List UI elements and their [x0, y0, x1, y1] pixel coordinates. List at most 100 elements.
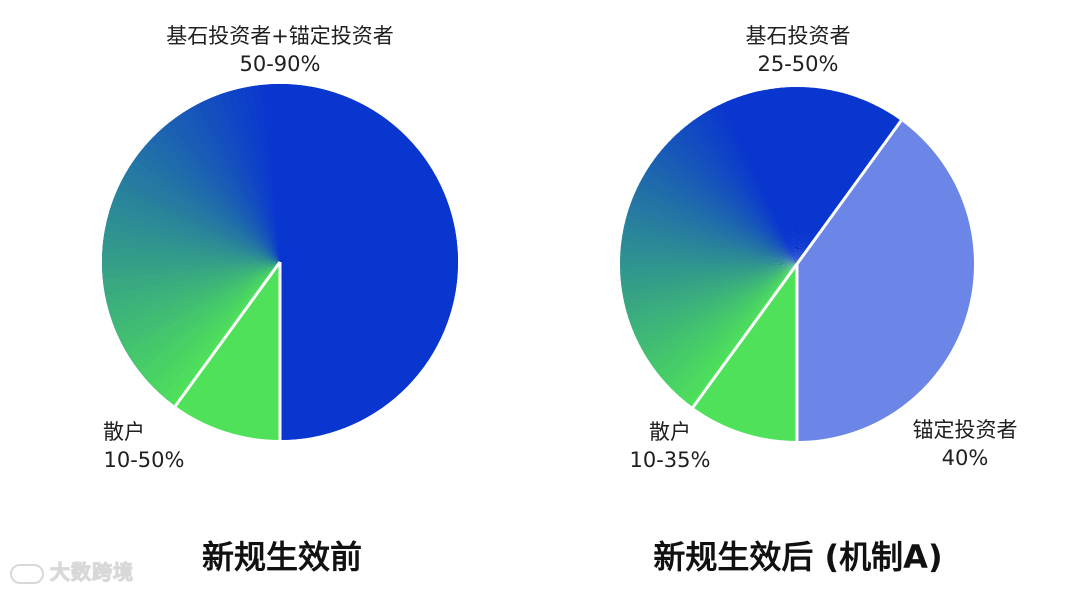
pie-slice-segment: [280, 136, 413, 262]
pie-slice-anchor: [797, 120, 975, 442]
pie-slice-segment: [797, 111, 894, 265]
pie-slice-segment: [156, 127, 280, 263]
pie-slice-segment: [155, 262, 280, 396]
pie-slice-segment: [280, 262, 390, 409]
pie-slice-segment: [175, 112, 280, 262]
pie-slice-segment: [280, 110, 382, 262]
pie-slice: [175, 262, 280, 441]
pie-slice-segment: [629, 264, 797, 330]
pie-slice-segment: [667, 137, 797, 264]
pie-slice-segment: [280, 239, 458, 262]
pie-slice-segment: [125, 165, 280, 262]
pie-slice-segment: [280, 262, 434, 362]
pie-slice-segment: [697, 113, 797, 264]
slice-label-anchor: 锚定投资者 40%: [913, 416, 1018, 472]
pie-slice-segment: [742, 93, 797, 264]
slice-separator: [691, 263, 799, 409]
pie-slice-segment: [280, 231, 457, 262]
pie-slice-segment: [716, 103, 797, 264]
pie-slice-segment: [280, 161, 433, 262]
pie-slice-segment: [280, 262, 376, 418]
pie-slice-segment: [633, 264, 797, 340]
pie-slice-segment: [182, 108, 280, 262]
pie-slice-segment: [643, 264, 797, 359]
pie-slice-segment: [235, 87, 280, 262]
pie-slice-segment: [280, 176, 441, 262]
chart-title-after: 新规生效后 (机制A): [653, 538, 943, 576]
pie-slice-segment: [649, 264, 797, 369]
watermark-text: 大数跨境: [50, 560, 134, 585]
slice-label-cornerstone: 基石投资者 25-50%: [746, 22, 851, 78]
pie-slice-segment: [280, 256, 459, 267]
pie-slice-segment: [664, 141, 797, 264]
pie-slice-segment: [280, 262, 414, 387]
pie-slice-segment: [143, 262, 280, 384]
pie-slice-segment: [243, 85, 280, 263]
pie-slice-segment: [711, 105, 797, 264]
pie-slice-segment: [280, 262, 425, 375]
pie-slice-segment: [280, 262, 402, 399]
pie-slice-segment: [791, 87, 799, 264]
pie-slice-segment: [623, 264, 797, 309]
slice-separator: [795, 119, 903, 265]
pie-slice-segment: [280, 191, 448, 262]
pie-slice-segment: [675, 130, 797, 264]
pie-slice-segment: [104, 262, 281, 304]
pie-slice-segment: [280, 119, 395, 262]
pie-slice-retail: [692, 264, 797, 441]
pie-slice-segment: [797, 106, 884, 264]
pie-slice-segment: [280, 114, 389, 262]
pie-slice-segment: [280, 262, 354, 429]
pie-slice-segment: [129, 158, 280, 262]
pie-slice-segment: [117, 262, 280, 343]
watermark-logo: 大数跨境: [10, 556, 134, 585]
pie-slice-segment: [124, 262, 281, 358]
pie-slice-segment: [636, 264, 797, 345]
pie-slice-segment: [113, 262, 281, 336]
pie-slice-segment: [120, 262, 280, 351]
pie-slice-segment: [682, 264, 797, 404]
pie-slice-segment: [763, 88, 797, 264]
pie-slice-segment: [102, 260, 280, 271]
slice-value-text: 10-35%: [629, 448, 711, 472]
pie-slice-segment: [785, 87, 797, 264]
pie-slice-segment: [621, 264, 797, 298]
pie-slice-segment: [280, 124, 401, 262]
pie-slice-segment: [114, 187, 280, 262]
pie-slice-segment: [227, 89, 280, 263]
pie-slice-segment: [737, 95, 797, 264]
slice-label-institutional: 基石投资者+锚定投资者 50-90%: [166, 22, 394, 78]
pie-slice-segment: [650, 158, 797, 264]
pie-slice-segment: [280, 183, 444, 262]
pie-slice-segment: [622, 264, 797, 303]
pie-slice-segment: [769, 88, 797, 265]
pie-slice-segment: [620, 264, 797, 287]
slice-label-text: 锚定投资者: [912, 418, 1018, 442]
slice-separator: [174, 261, 282, 407]
pie-slice-segment: [280, 206, 453, 262]
slice-value-text: 40%: [941, 446, 989, 470]
pie-slice-segment: [671, 133, 797, 264]
pie-slice-segment: [211, 94, 280, 262]
pie-slice-segment: [678, 264, 797, 401]
pie-slice-segment: [663, 264, 797, 386]
pie-slice-segment: [628, 264, 797, 324]
pie-slice-segment: [620, 264, 797, 281]
pie-slice-segment: [162, 122, 280, 263]
chart-title-before: 新规生效前: [201, 538, 363, 576]
pie-slice-segment: [621, 264, 797, 292]
pie-slice-segment: [797, 114, 898, 264]
pie-slice-segment: [652, 264, 797, 373]
pie-slice-segment: [102, 262, 281, 288]
pie-slice-segment: [641, 264, 797, 355]
pie-slice-segment: [747, 92, 797, 265]
pie-slice-segment: [280, 102, 368, 263]
pie-slice-segment: [653, 154, 797, 264]
pie-slice-segment: [280, 262, 289, 440]
pie-slice-segment: [268, 84, 280, 262]
slice-value-text: 25-50%: [757, 52, 839, 76]
pie-slice-segment: [280, 262, 442, 347]
pie-slice-segment: [646, 264, 797, 364]
pie-slice-segment: [280, 148, 424, 262]
